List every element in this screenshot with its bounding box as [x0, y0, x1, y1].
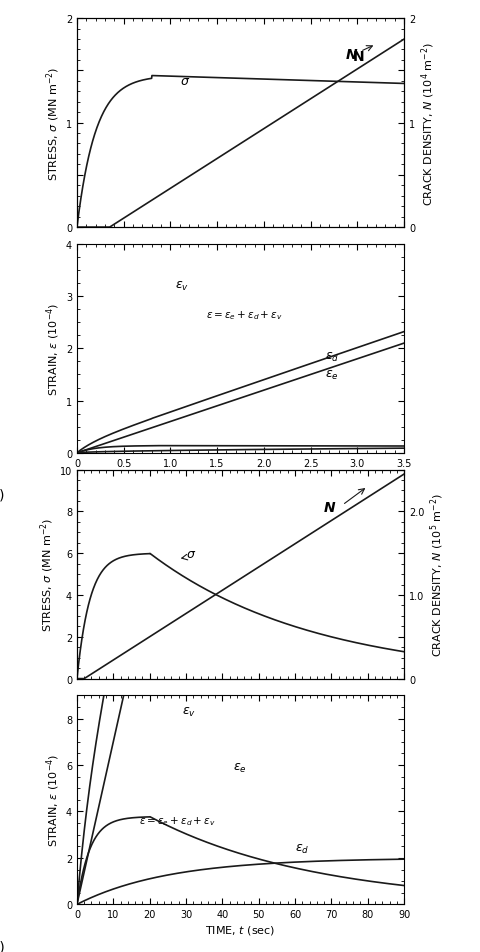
- Text: $\sigma$: $\sigma$: [186, 547, 196, 561]
- Text: $\epsilon_e$: $\epsilon_e$: [233, 761, 246, 774]
- Y-axis label: STRESS, $\sigma$ (MN m$^{-2}$): STRESS, $\sigma$ (MN m$^{-2}$): [44, 67, 61, 181]
- Text: N: N: [324, 501, 335, 515]
- Y-axis label: STRESS, $\sigma$ (MN m$^{-2}$): STRESS, $\sigma$ (MN m$^{-2}$): [38, 517, 56, 631]
- Text: $\sigma$: $\sigma$: [180, 75, 190, 88]
- Text: $\epsilon_v$: $\epsilon_v$: [175, 280, 189, 293]
- Y-axis label: STRAIN, $\epsilon$ (10$^{-4}$): STRAIN, $\epsilon$ (10$^{-4}$): [44, 303, 61, 395]
- Text: (b): (b): [0, 940, 5, 952]
- Y-axis label: CRACK DENSITY, $N$ (10$^5$ m$^{-2}$): CRACK DENSITY, $N$ (10$^5$ m$^{-2}$): [428, 492, 445, 657]
- Text: $\epsilon_v$: $\epsilon_v$: [182, 705, 196, 718]
- Y-axis label: CRACK DENSITY, $N$ (10$^4$ m$^{-2}$): CRACK DENSITY, $N$ (10$^4$ m$^{-2}$): [419, 42, 436, 206]
- Text: N: N: [346, 48, 357, 62]
- Text: $\epsilon = \epsilon_e + \epsilon_d + \epsilon_v$: $\epsilon = \epsilon_e + \epsilon_d + \e…: [205, 308, 282, 322]
- Text: $\epsilon = \epsilon_e + \epsilon_d + \epsilon_v$: $\epsilon = \epsilon_e + \epsilon_d + \e…: [138, 814, 215, 827]
- X-axis label: TIME, $t$ (sec): TIME, $t$ (sec): [205, 923, 275, 937]
- Text: $\epsilon_e$: $\epsilon_e$: [324, 368, 337, 382]
- Text: $\epsilon_d$: $\epsilon_d$: [324, 350, 338, 364]
- Y-axis label: STRAIN, $\epsilon$ (10$^{-4}$): STRAIN, $\epsilon$ (10$^{-4}$): [44, 753, 61, 846]
- Text: $\epsilon_d$: $\epsilon_d$: [294, 843, 309, 855]
- Text: N: N: [352, 50, 363, 64]
- X-axis label: TIME, $t$ $(10^3$ sec): TIME, $t$ $(10^3$ sec): [193, 472, 287, 490]
- Text: (a): (a): [0, 488, 5, 503]
